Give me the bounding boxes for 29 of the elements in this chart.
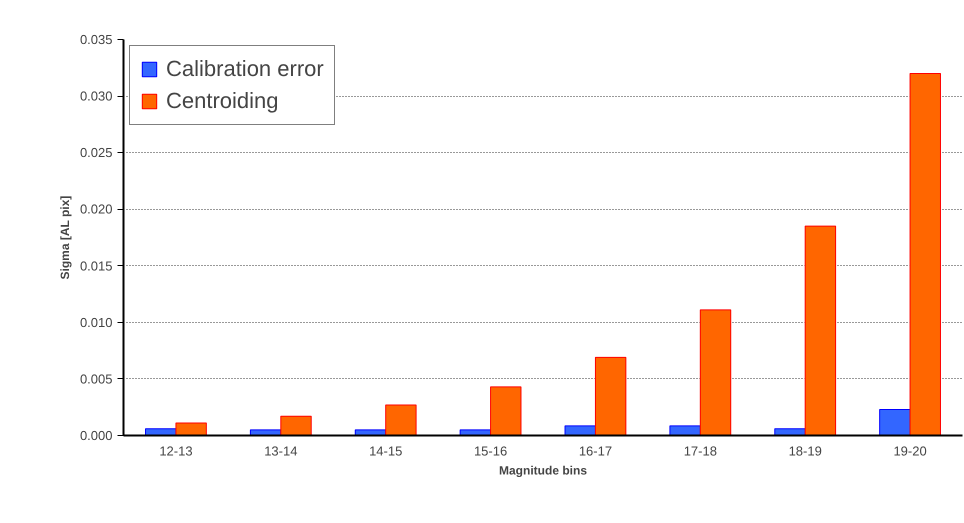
- x-axis-title: Magnitude bins: [499, 464, 588, 478]
- bar: [879, 408, 911, 436]
- x-tick-label: 19-20: [893, 444, 927, 458]
- legend-label: Centroiding: [166, 88, 279, 114]
- y-tick-label: 0.000: [80, 428, 113, 443]
- x-tick-label: 14-15: [369, 444, 402, 458]
- x-tick-label: 12-13: [159, 444, 193, 458]
- y-tick-label: 0.035: [80, 32, 113, 47]
- y-tick-label: 0.010: [80, 314, 113, 330]
- x-tick-label: 18-19: [788, 444, 822, 458]
- y-tick-label: 0.005: [80, 371, 113, 386]
- x-tick-label: 17-18: [684, 444, 717, 458]
- legend-label: Calibration error: [166, 56, 324, 82]
- x-tick-label: 15-16: [474, 444, 508, 458]
- bar: [490, 386, 522, 436]
- bar: [700, 309, 732, 436]
- y-tick-label: 0.030: [80, 88, 113, 104]
- x-tick-label: 16-17: [578, 444, 612, 458]
- y-tick-label: 0.015: [80, 258, 113, 274]
- y-tick-label: 0.020: [80, 202, 113, 217]
- y-axis-title: Sigma [AL pix]: [58, 196, 72, 280]
- bar: [804, 226, 836, 436]
- y-tick-label: 0.025: [80, 145, 113, 160]
- x-tick-label: 13-14: [264, 444, 298, 458]
- bar: [910, 72, 941, 436]
- bar: [594, 356, 626, 436]
- bar: [175, 422, 207, 436]
- bar: [385, 404, 417, 436]
- bar: [280, 416, 312, 436]
